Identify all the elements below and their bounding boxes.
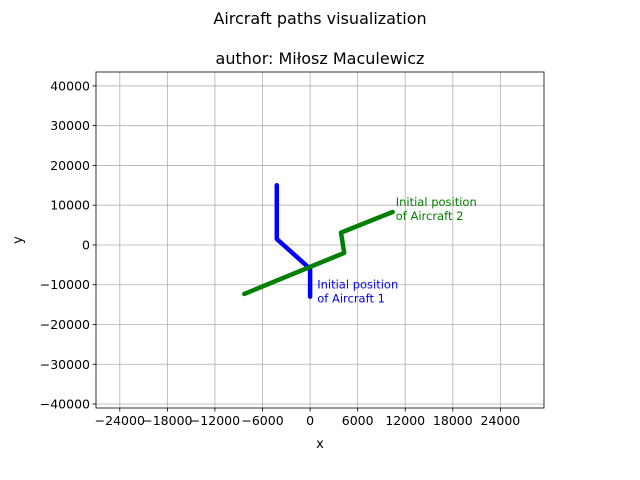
y-tick-label: −20000	[40, 317, 90, 332]
y-axis-label: y	[11, 236, 26, 244]
x-tick-label: 6000	[342, 413, 374, 428]
annotation-line: of Aircraft 2	[396, 209, 464, 223]
grid	[96, 72, 544, 408]
x-tick-label: −12000	[190, 413, 240, 428]
x-tick-label: −18000	[142, 413, 192, 428]
y-tick-label: 10000	[50, 198, 90, 213]
y-tick-label: 40000	[50, 78, 90, 93]
x-tick-label: 0	[306, 413, 314, 428]
x-axis-label: x	[316, 437, 324, 452]
y-tick-label: 20000	[50, 158, 90, 173]
y-tick-label: 0	[82, 237, 90, 252]
plot-frame	[95, 71, 545, 409]
y-tick-label: −40000	[40, 397, 90, 412]
annotation-line: Initial position	[317, 278, 398, 292]
aircraft-path-2	[242, 209, 395, 297]
annotation-line: Initial position	[396, 195, 477, 209]
x-tick-label: −24000	[95, 413, 145, 428]
chart-title: Aircraft paths visualization	[213, 9, 426, 28]
annotation-line: of Aircraft 1	[317, 292, 385, 306]
y-tick-label: −30000	[40, 357, 90, 372]
x-tick-label: 12000	[385, 413, 425, 428]
y-tick-label: −10000	[40, 277, 90, 292]
x-tick-label: −6000	[241, 413, 283, 428]
y-tick-label: 30000	[50, 118, 90, 133]
annotation-aircraft-2: Initial position of Aircraft 2	[396, 195, 477, 223]
x-tick-label: 24000	[481, 413, 521, 428]
x-axis: −24000−18000−12000 −6000 0 6000 12000 18000 24…	[95, 408, 521, 428]
x-tick-label: 18000	[433, 413, 473, 428]
annotation-aircraft-1: Initial position of Aircraft 1	[317, 278, 398, 306]
y-axis: 40000 30000 20000 10000 0 −10000 −20000 −30000 −…	[40, 78, 96, 412]
aircraft-path-1	[274, 183, 313, 299]
plot-series	[242, 183, 395, 299]
chart-subtitle: author: Miłosz Maculewicz	[216, 49, 425, 68]
